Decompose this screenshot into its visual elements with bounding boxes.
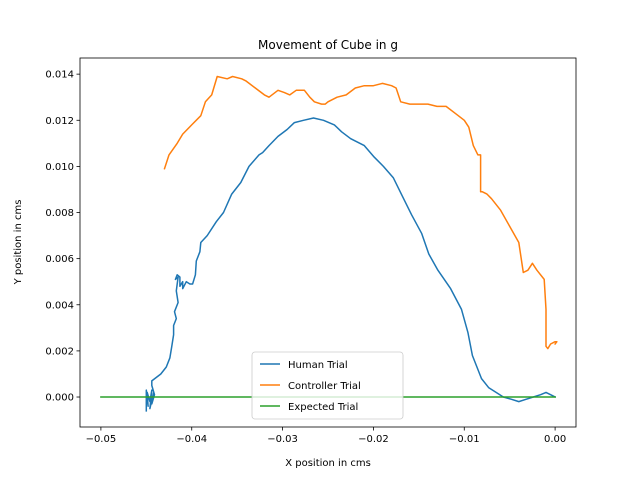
y-tick-label: 0.002 <box>45 346 74 357</box>
legend-label: Controller Trial <box>288 381 361 392</box>
x-axis-label: X position in cms <box>285 458 371 469</box>
x-tick-label: −0.02 <box>358 434 389 445</box>
y-tick-label: 0.006 <box>45 254 74 265</box>
x-axis: −0.05 −0.04 −0.03 −0.02 −0.01 0.00 <box>86 427 566 445</box>
y-tick-label: 0.014 <box>45 70 74 81</box>
legend-label: Human Trial <box>288 360 348 371</box>
plot-frame <box>79 57 577 428</box>
legend: Human Trial Controller Trial Expected Tria… <box>251 351 404 420</box>
x-tick-label: −0.04 <box>176 434 207 445</box>
y-tick-label: 0.000 <box>45 393 74 404</box>
series-line-controller-trial <box>163 75 558 350</box>
x-tick-label: 0.00 <box>544 434 566 445</box>
y-tick-label: 0.010 <box>45 162 74 173</box>
x-tick-label: −0.05 <box>86 434 117 445</box>
y-tick-label: 0.004 <box>45 300 74 311</box>
legend-box <box>251 351 404 420</box>
x-tick-label: −0.01 <box>449 434 480 445</box>
y-axis: 0.000 0.002 0.004 0.006 0.008 0.010 0.012 0.014 <box>45 70 80 404</box>
legend-label: Expected Trial <box>288 402 358 413</box>
x-tick-label: −0.03 <box>267 434 298 445</box>
series-line-human-trial <box>145 117 557 412</box>
y-axis-label: Y position in cms <box>13 200 24 286</box>
y-tick-label: 0.008 <box>45 208 74 219</box>
y-tick-label: 0.012 <box>45 116 74 127</box>
chart-title: Movement of Cube in g <box>258 38 398 52</box>
